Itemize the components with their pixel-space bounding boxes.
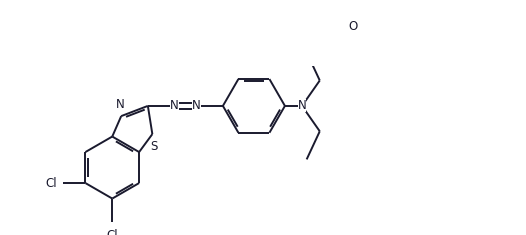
Text: N: N [116,98,124,110]
Text: Cl: Cl [45,176,57,190]
Text: Cl: Cl [106,229,118,235]
Text: N: N [298,99,306,112]
Text: S: S [150,140,157,153]
Text: N: N [170,99,179,112]
Text: O: O [348,20,358,34]
Text: N: N [192,99,201,112]
